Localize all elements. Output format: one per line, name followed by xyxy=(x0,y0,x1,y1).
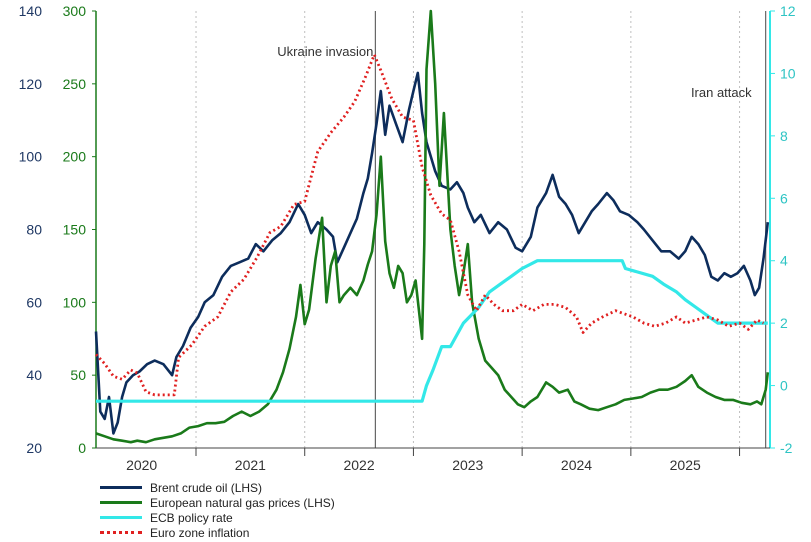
legend-swatch-ecb xyxy=(100,516,142,519)
tick-label-right: 2 xyxy=(780,315,788,331)
tick-label-brent: 120 xyxy=(19,76,43,92)
tick-label-right: 6 xyxy=(780,190,788,206)
x-tick-label: 2022 xyxy=(343,457,374,473)
left-axis-gas-ticks: 0 50 100 150 200 250 300 xyxy=(63,3,96,456)
tick-label-right: 8 xyxy=(780,128,788,144)
legend-swatch-brent xyxy=(100,486,142,489)
tick-label-gas: 0 xyxy=(78,440,86,456)
series-lines xyxy=(94,9,770,444)
series-line-gas xyxy=(95,9,770,444)
legend-label-ecb: ECB policy rate xyxy=(150,510,233,525)
legend-item: Brent crude oil (LHS) xyxy=(100,480,335,495)
tick-label-right: 12 xyxy=(780,3,796,19)
x-tick-label: 2025 xyxy=(670,457,701,473)
tick-label-gas: 50 xyxy=(70,367,86,383)
legend-label-brent: Brent crude oil (LHS) xyxy=(150,480,263,495)
tick-label-right: 4 xyxy=(780,253,788,269)
tick-label-right: 0 xyxy=(780,378,788,394)
legend: Brent crude oil (LHS) European natural g… xyxy=(100,480,335,540)
x-axis-ticks: 2020 2021 2022 2023 2024 2025 xyxy=(126,457,701,473)
tick-label-right: 10 xyxy=(780,65,796,81)
series-line-brent xyxy=(94,71,770,435)
gridlines xyxy=(195,11,741,448)
annotation-label: Iran attack xyxy=(691,85,752,100)
annotation-label: Ukraine invasion xyxy=(277,44,373,59)
x-tick-label: 2024 xyxy=(561,457,592,473)
legend-label-inflation: Euro zone inflation xyxy=(150,525,250,540)
legend-swatch-gas xyxy=(100,501,142,504)
series-line-ecb-rate xyxy=(96,259,768,403)
tick-label-right: -2 xyxy=(780,440,793,456)
x-tick-label: 2021 xyxy=(235,457,266,473)
legend-swatch-inflation xyxy=(100,531,142,534)
legend-item: ECB policy rate xyxy=(100,510,335,525)
legend-item: European natural gas prices (LHS) xyxy=(100,495,335,510)
tick-label-brent: 140 xyxy=(19,3,43,19)
legend-label-gas: European natural gas prices (LHS) xyxy=(150,495,335,510)
tick-label-brent: 100 xyxy=(19,149,43,165)
right-axis-ticks: -2 0 2 4 6 8 10 12 xyxy=(770,3,796,456)
legend-item: Euro zone inflation xyxy=(100,525,335,540)
x-tick-label: 2023 xyxy=(452,457,483,473)
x-tick-label: 2020 xyxy=(126,457,157,473)
tick-label-brent: 80 xyxy=(26,222,42,238)
tick-label-gas: 150 xyxy=(63,222,87,238)
tick-label-brent: 40 xyxy=(26,367,42,383)
tick-label-gas: 100 xyxy=(63,294,87,310)
series-line-inflation xyxy=(94,53,765,397)
tick-label-brent: 60 xyxy=(26,294,42,310)
tick-label-brent: 20 xyxy=(26,440,42,456)
tick-label-gas: 200 xyxy=(63,149,87,165)
tick-label-gas: 250 xyxy=(63,76,87,92)
left-axis-brent-ticks: 20 40 60 80 100 120 140 xyxy=(19,3,43,456)
annotations: Ukraine invasion Iran attack xyxy=(277,44,752,100)
tick-label-gas: 300 xyxy=(63,3,87,19)
